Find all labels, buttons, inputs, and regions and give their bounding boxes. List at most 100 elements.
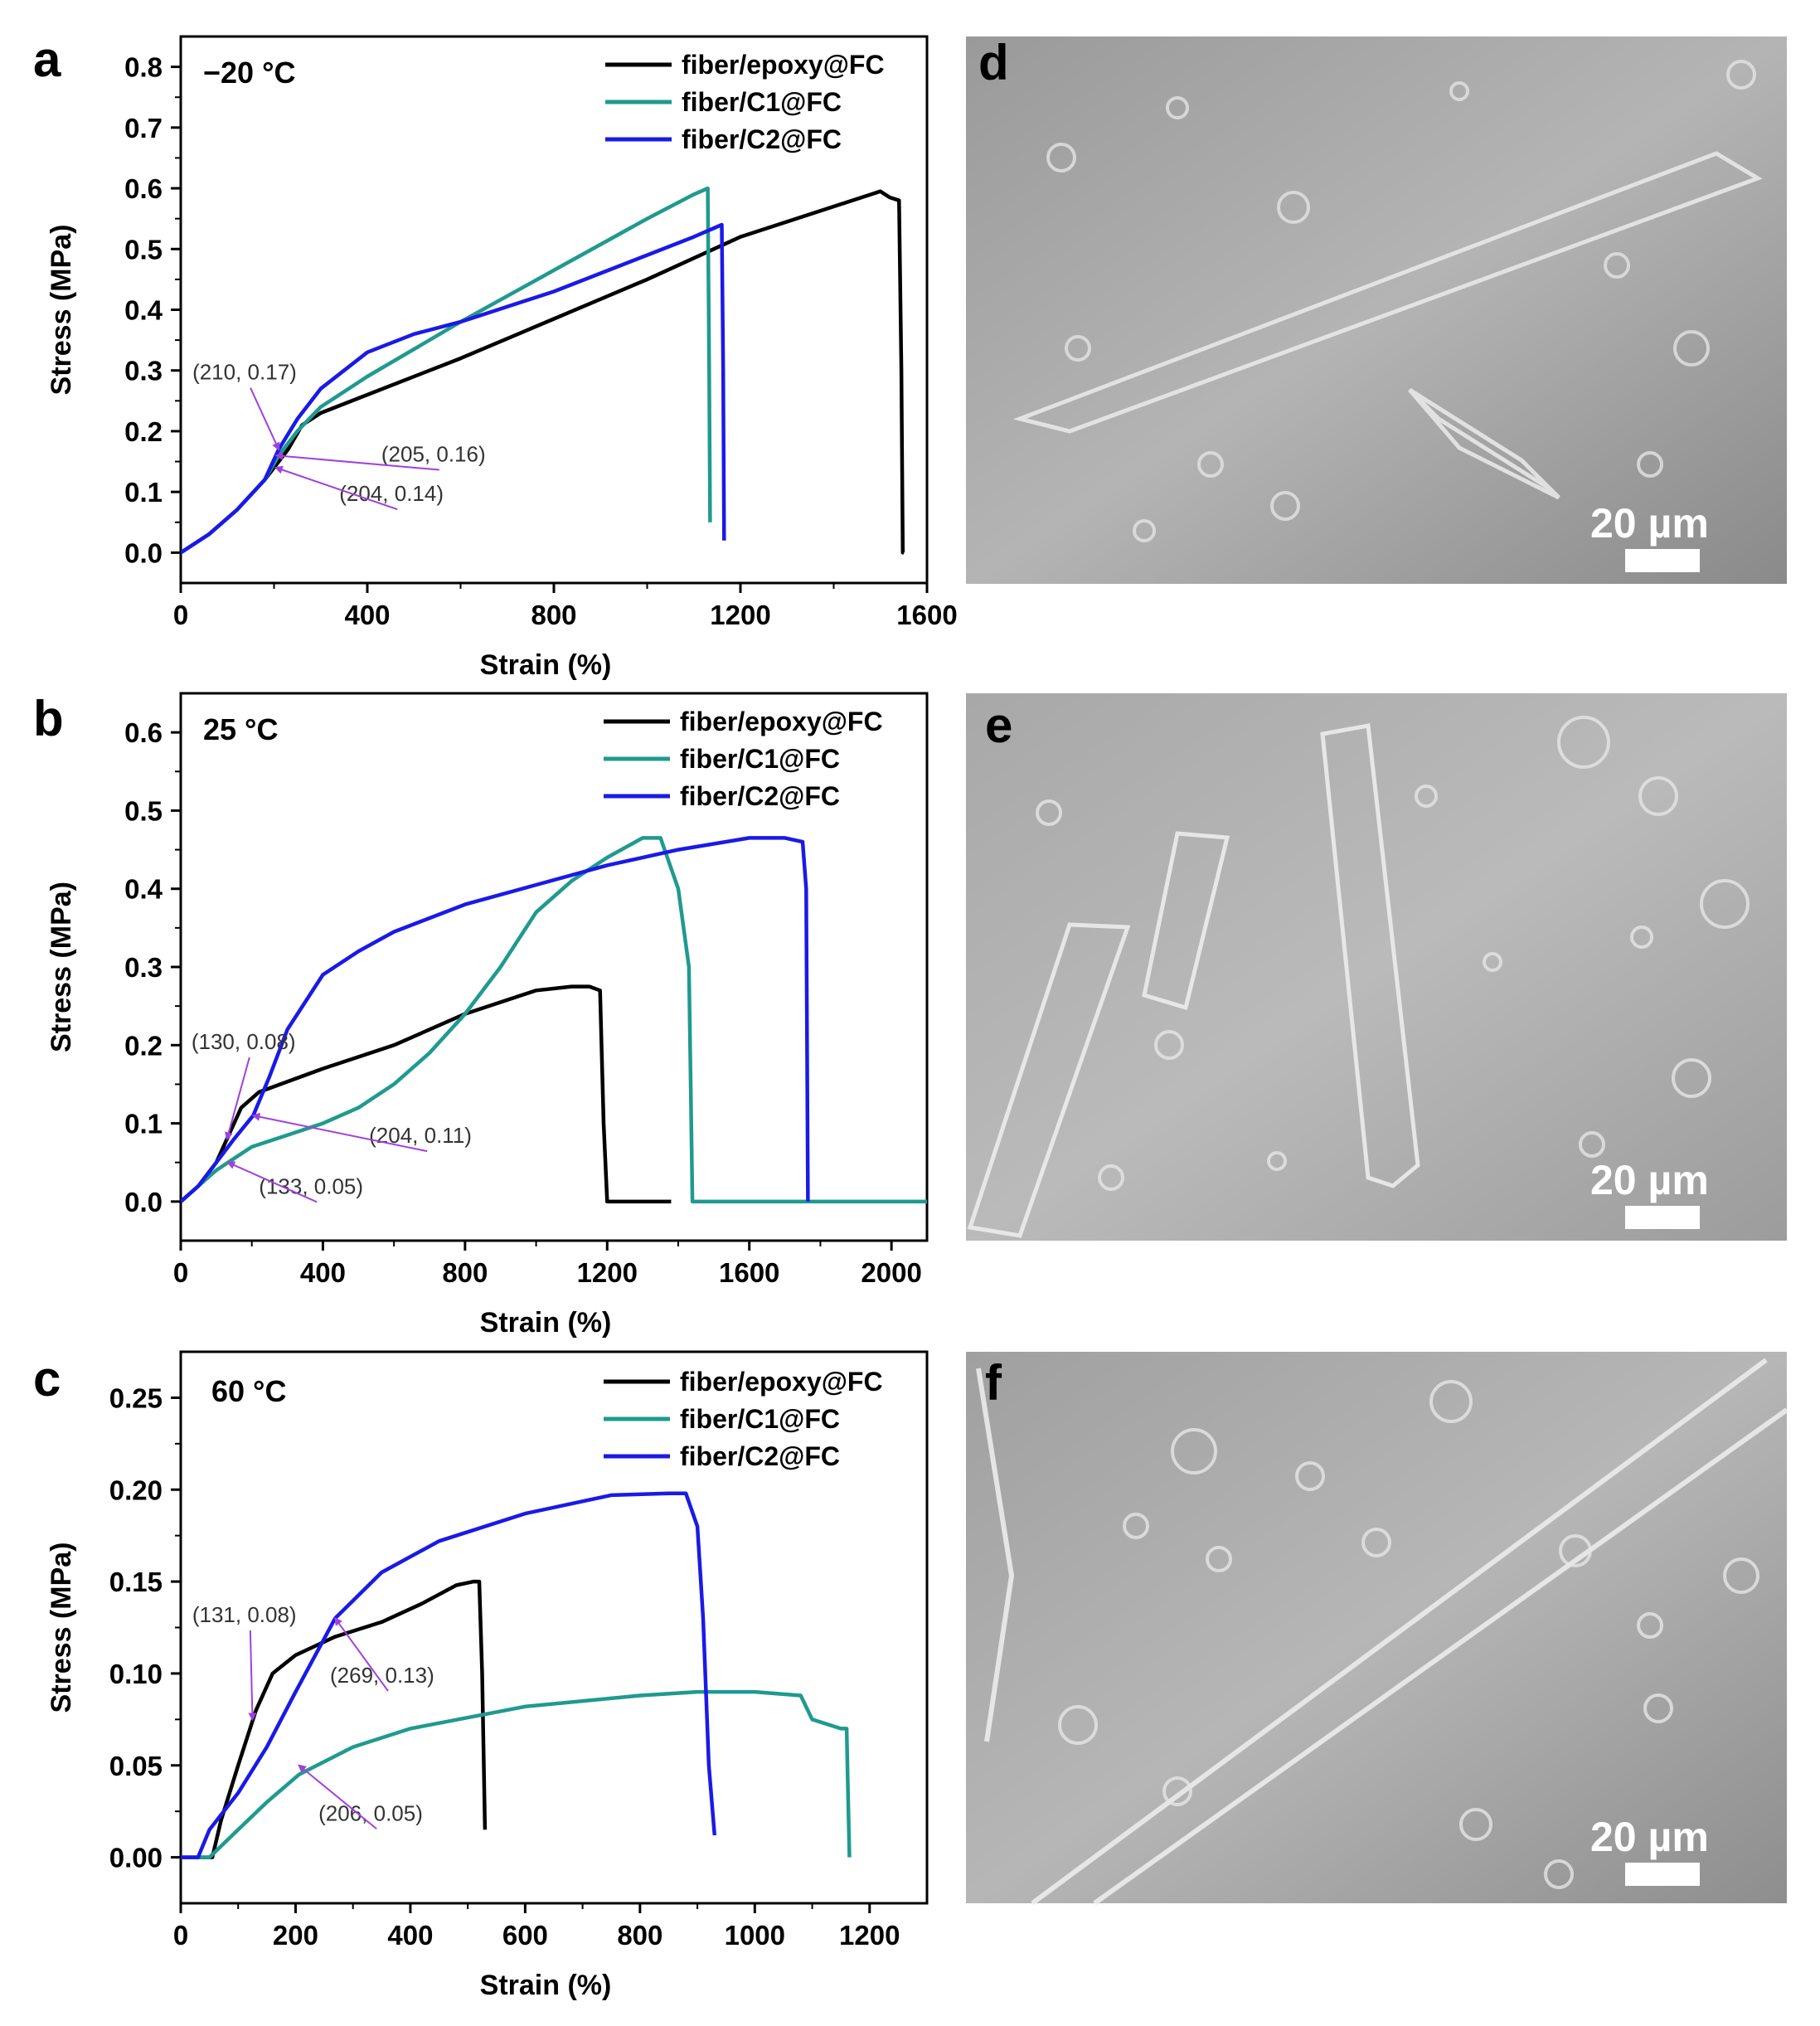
y-tick-label: 0.1 bbox=[124, 1109, 163, 1139]
annotation-arrow bbox=[274, 451, 439, 471]
y-tick-label: 0.15 bbox=[109, 1567, 163, 1597]
annotation-arrow bbox=[334, 1616, 389, 1692]
y-tick-label: 0.20 bbox=[109, 1475, 163, 1505]
x-axis-title: Strain (%) bbox=[480, 1307, 612, 1339]
x-tick-label: 400 bbox=[300, 1257, 346, 1288]
scale-bar-e bbox=[1625, 1206, 1700, 1229]
series-line-fiber-epoxy-fc bbox=[181, 1579, 488, 1859]
legend-entry: fiber/C1@FC bbox=[682, 87, 842, 117]
annotation-arrow bbox=[298, 1764, 377, 1830]
point-annotation: (131, 0.08) bbox=[192, 1602, 297, 1627]
y-tick-label: 0.5 bbox=[124, 234, 163, 265]
x-tick-label: 200 bbox=[273, 1920, 318, 1951]
annotation-arrow bbox=[251, 1112, 428, 1153]
scale-bar-label-d: 20 µm bbox=[1590, 500, 1709, 547]
sem-image-panel-e: e 20 µm bbox=[966, 693, 1787, 1241]
x-tick-label: 1600 bbox=[719, 1257, 779, 1288]
y-tick-label: 0.3 bbox=[124, 952, 163, 983]
y-tick-label: 0.25 bbox=[109, 1382, 163, 1413]
x-tick-label: 1600 bbox=[896, 600, 957, 630]
annotation-arrow bbox=[248, 1630, 257, 1722]
panel-letter-c: c bbox=[33, 1351, 61, 1407]
series-line-fiber-c1-fc bbox=[181, 1689, 852, 1859]
x-tick-label: 0 bbox=[173, 600, 188, 630]
legend-entry: fiber/C2@FC bbox=[680, 1441, 840, 1471]
y-axis-title: Stress (MPa) bbox=[46, 1543, 77, 1713]
series-line-fiber-epoxy-fc bbox=[181, 984, 672, 1204]
y-tick-label: 0.6 bbox=[124, 173, 163, 204]
sem-panel-letter-d: d bbox=[978, 35, 1009, 90]
y-tick-label: 0.05 bbox=[109, 1751, 163, 1781]
panel-letter-b: b bbox=[33, 691, 64, 746]
y-tick-label: 0.2 bbox=[124, 416, 163, 447]
y-tick-label: 0.0 bbox=[124, 1187, 163, 1217]
x-axis-title: Strain (%) bbox=[480, 649, 612, 681]
sem-panel-letter-f: f bbox=[985, 1355, 1002, 1411]
y-tick-label: 0.4 bbox=[124, 874, 163, 905]
condition-label: 60 °C bbox=[211, 1374, 286, 1408]
legend-entry: fiber/C2@FC bbox=[680, 781, 840, 811]
x-axis-title: Strain (%) bbox=[480, 1970, 612, 2001]
legend-entry: fiber/epoxy@FC bbox=[680, 1367, 883, 1397]
y-tick-label: 0.4 bbox=[124, 295, 163, 326]
y-tick-label: 0.0 bbox=[124, 537, 163, 568]
series-line-fiber-c2-fc bbox=[181, 1491, 717, 1859]
point-annotation: (206, 0.05) bbox=[318, 1800, 423, 1825]
sem-panel-letter-e: e bbox=[985, 697, 1012, 753]
sem-image-panel-d: d 20 µm bbox=[966, 35, 1787, 584]
y-axis-title: Stress (MPa) bbox=[46, 225, 77, 396]
legend-entry: fiber/epoxy@FC bbox=[682, 50, 885, 80]
series-line-fiber-c2-fc bbox=[181, 836, 810, 1203]
x-tick-label: 1200 bbox=[710, 600, 770, 630]
x-tick-label: 800 bbox=[531, 600, 576, 630]
legend-entry: fiber/epoxy@FC bbox=[680, 707, 883, 736]
scale-bar-label-f: 20 µm bbox=[1590, 1814, 1709, 1860]
x-tick-label: 800 bbox=[442, 1257, 488, 1288]
chart-panel-c: c 0 200 400 600 800 1000 1200 0.00 0.05 0.10 0.15 0.… bbox=[33, 1350, 929, 2001]
point-annotation: (205, 0.16) bbox=[381, 442, 486, 467]
condition-label: −20 °C bbox=[203, 56, 295, 90]
legend-entry: fiber/C1@FC bbox=[680, 744, 840, 774]
scale-bar-d bbox=[1625, 549, 1700, 572]
x-tick-label: 800 bbox=[617, 1920, 662, 1951]
plot-frame-a bbox=[179, 35, 929, 585]
y-tick-label: 0.2 bbox=[124, 1030, 163, 1061]
series-line-fiber-c1-fc bbox=[181, 836, 927, 1204]
point-annotation: (204, 0.14) bbox=[339, 481, 444, 506]
y-tick-label: 0.5 bbox=[124, 795, 163, 826]
x-tick-label: 0 bbox=[173, 1257, 188, 1288]
x-tick-label: 1200 bbox=[577, 1257, 638, 1288]
legend-entry: fiber/C1@FC bbox=[680, 1404, 840, 1434]
scale-bar-label-e: 20 µm bbox=[1590, 1157, 1709, 1203]
y-tick-label: 0.10 bbox=[109, 1659, 163, 1689]
plot-frame-c bbox=[179, 1350, 929, 1905]
x-tick-label: 400 bbox=[387, 1920, 433, 1951]
point-annotation: (133, 0.05) bbox=[259, 1173, 363, 1198]
y-tick-label: 0.3 bbox=[124, 356, 163, 386]
x-tick-label: 1000 bbox=[725, 1920, 785, 1951]
y-tick-label: 0.8 bbox=[124, 52, 163, 83]
x-tick-label: 1200 bbox=[839, 1920, 900, 1951]
x-tick-label: 0 bbox=[173, 1920, 188, 1951]
x-tick-label: 2000 bbox=[861, 1257, 921, 1288]
chart-panel-b: b 0 400 800 1200 1600 2000 0.0 0.1 0.2 0.3 0.4 0.5 0.… bbox=[33, 691, 929, 1339]
x-tick-label: 400 bbox=[344, 600, 390, 630]
y-axis-title: Stress (MPa) bbox=[46, 882, 77, 1052]
point-annotation: (130, 0.08) bbox=[192, 1029, 296, 1054]
annotation-arrow bbox=[225, 1057, 250, 1141]
panel-letter-a: a bbox=[33, 32, 61, 87]
legend-entry: fiber/C2@FC bbox=[682, 124, 842, 154]
x-tick-label: 600 bbox=[502, 1920, 548, 1951]
scale-bar-f bbox=[1625, 1863, 1700, 1886]
y-tick-label: 0.00 bbox=[109, 1843, 163, 1873]
y-tick-label: 0.7 bbox=[124, 113, 163, 143]
point-annotation: (204, 0.11) bbox=[369, 1123, 472, 1148]
annotation-arrow bbox=[250, 387, 280, 451]
plot-frame-b bbox=[179, 692, 929, 1242]
chart-panel-a: a 0 400 800 1200 1600 0.0 0.1 0.2 0.3 0.4 0.5 0.6 0.7… bbox=[33, 32, 958, 681]
annotation-arrow bbox=[226, 1161, 318, 1203]
point-annotation: (210, 0.17) bbox=[192, 360, 297, 385]
y-tick-label: 0.1 bbox=[124, 477, 163, 508]
annotation-arrow bbox=[274, 465, 398, 511]
